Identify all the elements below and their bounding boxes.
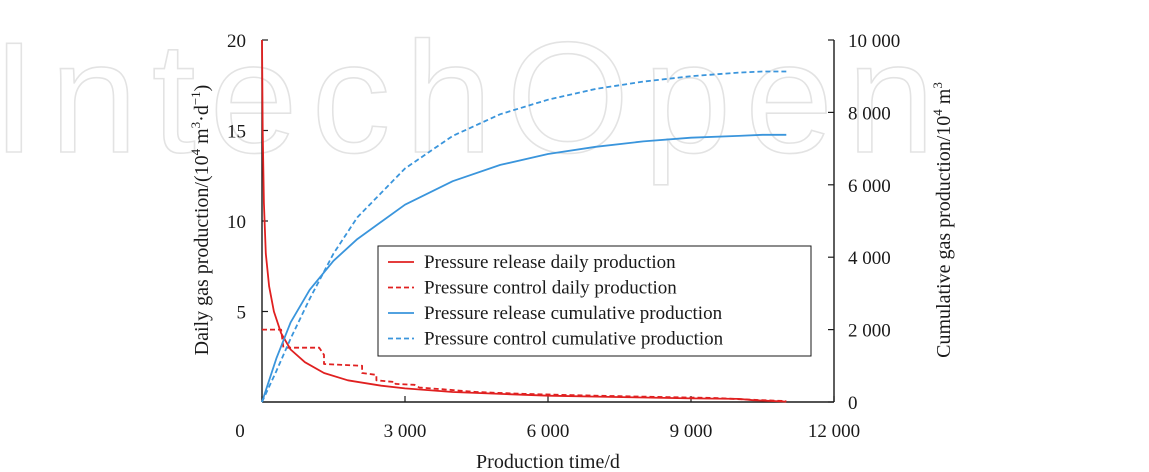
watermark: IntechOpen: [0, 10, 949, 186]
x-tick-label: 9 000: [670, 421, 713, 442]
y-right-tick-label: 4 000: [848, 248, 891, 269]
series-layer: [261, 39, 787, 403]
y-left-tick-label: 5: [237, 303, 247, 324]
y-right-tick-label: 2 000: [848, 321, 891, 342]
series-line-4: [261, 70, 787, 403]
y-right-tick-label: 8 000: [848, 103, 891, 124]
y-right-tick-label: 0: [848, 393, 858, 414]
series-line-3: [261, 133, 787, 403]
x-tick-label: 3 000: [384, 421, 427, 442]
y-left-tick-label: 10: [227, 212, 246, 233]
legend-label: Pressure release cumulative production: [424, 303, 723, 324]
y-axis-left-title: Daily gas production/(104 m3·d−1): [188, 85, 213, 356]
legend: Pressure release daily production Pressur…: [377, 245, 812, 357]
y-left-tick-label: 20: [227, 31, 246, 52]
x-tick-label: 0: [235, 421, 245, 442]
y-axis-right-title: Cumulative gas production/104 m3: [930, 82, 955, 358]
y-left-tick-label: 15: [227, 122, 246, 143]
legend-box: [377, 245, 812, 357]
x-tick-label: 12 000: [808, 421, 860, 442]
y-right-tick-label: 10 000: [848, 31, 900, 52]
axes: 0 3 000 6 000 9 000 12 000 5 10 15 20 0 2 000 4 000…: [227, 31, 900, 442]
x-tick-label: 6 000: [527, 421, 570, 442]
legend-label: Pressure release daily production: [424, 252, 676, 273]
legend-label: Pressure control cumulative production: [424, 329, 724, 350]
y-right-tick-label: 6 000: [848, 176, 891, 197]
series-line-2: [262, 328, 787, 402]
legend-label: Pressure control daily production: [424, 278, 677, 299]
x-axis-title: Production time/d: [476, 451, 620, 472]
